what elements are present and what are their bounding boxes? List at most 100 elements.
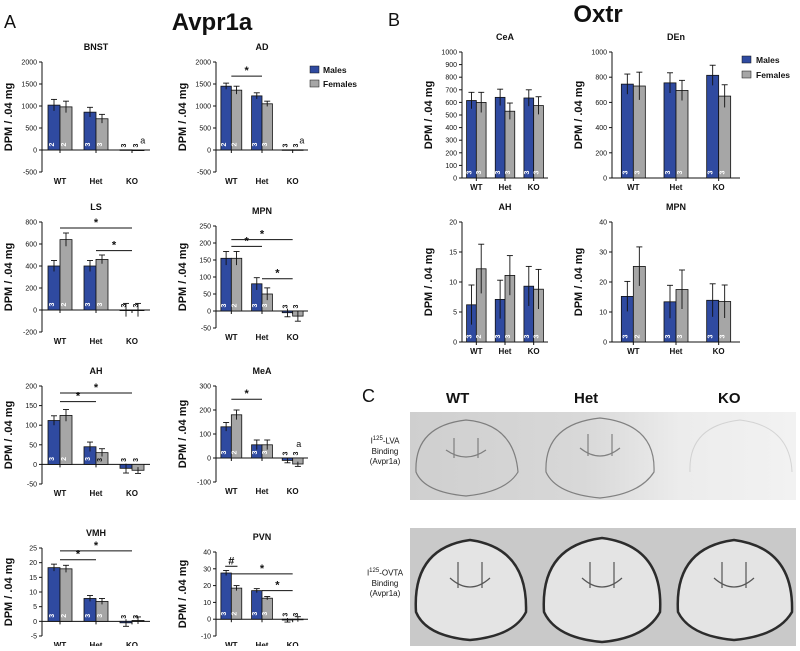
y-tick-label: 100 (445, 163, 457, 170)
x-tick-label: Het (256, 487, 269, 496)
legend-swatch-males (309, 65, 320, 74)
sample-size-label: 3 (720, 170, 727, 174)
sample-size-label: 3 (293, 451, 300, 455)
y-axis-label: DPM / .04 mg (573, 81, 585, 149)
sample-size-label: 3 (495, 334, 502, 338)
y-tick-label: -50 (201, 326, 211, 333)
sample-size-label: 3 (121, 143, 128, 147)
sample-size-label: 3 (221, 612, 228, 616)
sample-size-label: 3 (262, 450, 269, 454)
x-tick-label: KO (287, 177, 299, 186)
y-tick-label: 250 (199, 224, 211, 231)
sample-size-label: 3 (524, 334, 531, 338)
y-tick-label: 800 (595, 75, 607, 82)
sample-size-label: 3 (121, 458, 128, 462)
chart-ah-avpr1a: AH DPM / .04 mg -50 0 50 100 150 200 WT Het KO 3 3 3 2… (3, 366, 150, 498)
chart-title: CeA (496, 32, 515, 42)
y-axis-label: DPM / .04 mg (3, 558, 15, 626)
y-tick-label: 0 (603, 340, 607, 347)
sample-size-label: 2 (476, 334, 483, 338)
column-header-ko: KO (718, 390, 741, 407)
label-ligand: -OVTA (379, 568, 404, 578)
chart-title: AH (499, 202, 512, 212)
y-axis-label: DPM / .04 mg (177, 400, 189, 468)
y-tick-label: 20 (599, 280, 607, 287)
y-tick-label: 0 (33, 148, 37, 155)
significance-marker: * (245, 65, 250, 77)
sample-size-label: 3 (282, 143, 289, 147)
sample-size-label: 2 (634, 334, 641, 338)
chart-title: LS (90, 202, 102, 212)
x-tick-label: KO (287, 333, 299, 342)
sample-size-label: 3 (262, 142, 269, 146)
x-tick-label: Het (256, 333, 269, 342)
y-tick-label: 10 (599, 310, 607, 317)
sample-size-label: 2 (61, 457, 68, 461)
sample-size-label: 3 (634, 170, 641, 174)
y-axis-label: DPM / .04 mg (573, 248, 585, 316)
bar-males (466, 100, 477, 179)
x-tick-label: Het (256, 177, 269, 186)
chart-mpn-oxtr: MPN DPM / .04 mg 0 10 20 30 40 WT Het KO 3 3 3 2 3 3 (573, 202, 740, 356)
label-receptor: (Avpr1a) (369, 588, 401, 598)
x-tick-label: KO (528, 347, 540, 356)
significance-marker: * (260, 229, 265, 241)
sample-size-label: 3 (221, 303, 228, 307)
sample-size-label: 3 (708, 170, 715, 174)
sample-size-label: 3 (49, 457, 56, 461)
sample-size-label: 3 (85, 142, 92, 146)
y-tick-label: 2000 (195, 60, 211, 67)
sample-size-label: 3 (262, 303, 269, 307)
sample-size-label: 3 (262, 612, 269, 616)
panel-letter-c: C (362, 386, 375, 406)
label-receptor: (Avpr1a) (369, 456, 401, 466)
y-tick-label: 500 (199, 126, 211, 133)
y-tick-label: 50 (203, 292, 211, 299)
chart-ls: LS DPM / .04 mg -200 0 200 400 600 800 WT Het KO 3 3… (3, 202, 150, 346)
bar-females (504, 110, 516, 179)
sample-size-label: 3 (720, 334, 727, 338)
bar-males (663, 82, 677, 179)
sample-size-label: 2 (221, 142, 228, 146)
y-tick-label: 5 (453, 310, 457, 317)
y-tick-label: 10 (29, 590, 37, 597)
y-tick-label: 100 (199, 432, 211, 439)
y-tick-label: 400 (595, 125, 607, 132)
significance-marker: * (245, 235, 250, 247)
y-tick-label: 800 (25, 220, 37, 227)
row-label-lva: I125-LVA Binding (Avpr1a) (362, 434, 408, 467)
chart-cea: CeA DPM / .04 mg 0 100 200 300 400 500 600 700 800… (423, 32, 548, 192)
legend-avpr1a: Males Females (309, 65, 357, 89)
label-isotope-mass: 125 (372, 436, 383, 442)
legend-oxtr: Males Females (741, 55, 790, 80)
label-isotope-mass: 125 (369, 568, 380, 574)
x-tick-label: WT (54, 489, 67, 498)
y-tick-label: 0 (33, 462, 37, 469)
y-tick-label: 900 (445, 62, 457, 69)
label-binding: Binding (371, 578, 399, 588)
x-tick-label: KO (126, 337, 138, 346)
chart-ad: AD DPM / .04 mg -500 0 500 1000 1500 2000 WT Het K… (177, 42, 308, 186)
y-tick-label: 25 (29, 546, 37, 553)
x-tick-label: KO (126, 641, 138, 646)
chart-title: AH (90, 366, 103, 376)
legend-swatch-females (309, 79, 320, 88)
panel-letter-b: B (388, 10, 400, 30)
y-axis-label: DPM / .04 mg (3, 83, 15, 151)
section-title-oxtr: Oxtr (573, 1, 622, 28)
sample-size-label: 3 (665, 170, 672, 174)
y-tick-label: 150 (25, 403, 37, 410)
y-tick-label: -200 (23, 330, 37, 337)
y-tick-label: 700 (445, 87, 457, 94)
y-tick-label: 200 (25, 384, 37, 391)
significance-marker: * (112, 240, 117, 252)
x-tick-label: WT (54, 177, 67, 186)
sample-size-label: 3 (133, 143, 140, 147)
bar-females (675, 90, 689, 179)
sample-size-label: 3 (97, 302, 104, 306)
significance-letter: a (299, 135, 304, 145)
x-tick-label: KO (287, 641, 299, 646)
autoradiograph-lva (410, 412, 796, 500)
